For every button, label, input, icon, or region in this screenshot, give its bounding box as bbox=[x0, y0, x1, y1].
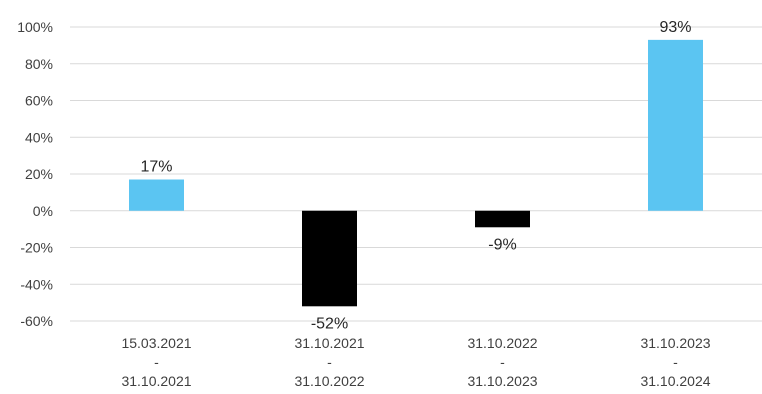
data-label: 93% bbox=[659, 19, 691, 36]
x-category-label-line: 31.10.2022 bbox=[467, 335, 537, 351]
y-tick-label: -60% bbox=[20, 313, 53, 329]
x-category-label-line: 31.10.2021 bbox=[121, 373, 191, 389]
y-tick-label: -40% bbox=[20, 276, 53, 292]
x-category-label-line: 31.10.2023 bbox=[467, 373, 537, 389]
bar bbox=[648, 39, 703, 211]
bar bbox=[475, 210, 530, 228]
x-category-label-line: 31.10.2022 bbox=[294, 373, 364, 389]
y-tick-label: -20% bbox=[20, 240, 53, 256]
x-category-label-line: 15.03.2021 bbox=[121, 335, 191, 351]
x-category-label-line: 31.10.2023 bbox=[640, 335, 710, 351]
x-category-label-line: - bbox=[500, 354, 505, 370]
gridlines bbox=[70, 26, 762, 322]
y-axis-tick-labels: 100% 80% 60% 40% 20% 0% -20% -40% -60% bbox=[17, 19, 53, 329]
y-tick-label: 60% bbox=[25, 93, 53, 109]
data-label: 17% bbox=[140, 159, 172, 176]
data-label: -9% bbox=[488, 236, 516, 253]
data-label: -52% bbox=[311, 315, 348, 332]
y-tick-label: 100% bbox=[17, 19, 53, 35]
x-category-label-line: 31.10.2024 bbox=[640, 373, 710, 389]
bars bbox=[129, 39, 703, 307]
x-category-label-line: 31.10.2021 bbox=[294, 335, 364, 351]
x-category-label-line: - bbox=[327, 354, 332, 370]
y-tick-label: 80% bbox=[25, 56, 53, 72]
x-category-label-line: - bbox=[673, 354, 678, 370]
x-category-label-line: - bbox=[154, 354, 159, 370]
x-axis-category-labels: 15.03.2021 - 31.10.2021 31.10.2021 - 31.10.20… bbox=[121, 335, 710, 389]
y-tick-label: 20% bbox=[25, 166, 53, 182]
y-tick-label: 40% bbox=[25, 129, 53, 145]
y-tick-label: 0% bbox=[33, 203, 53, 219]
bar bbox=[302, 210, 357, 307]
bar bbox=[129, 179, 184, 211]
data-labels: 17% -52% -9% 93% bbox=[140, 19, 691, 332]
